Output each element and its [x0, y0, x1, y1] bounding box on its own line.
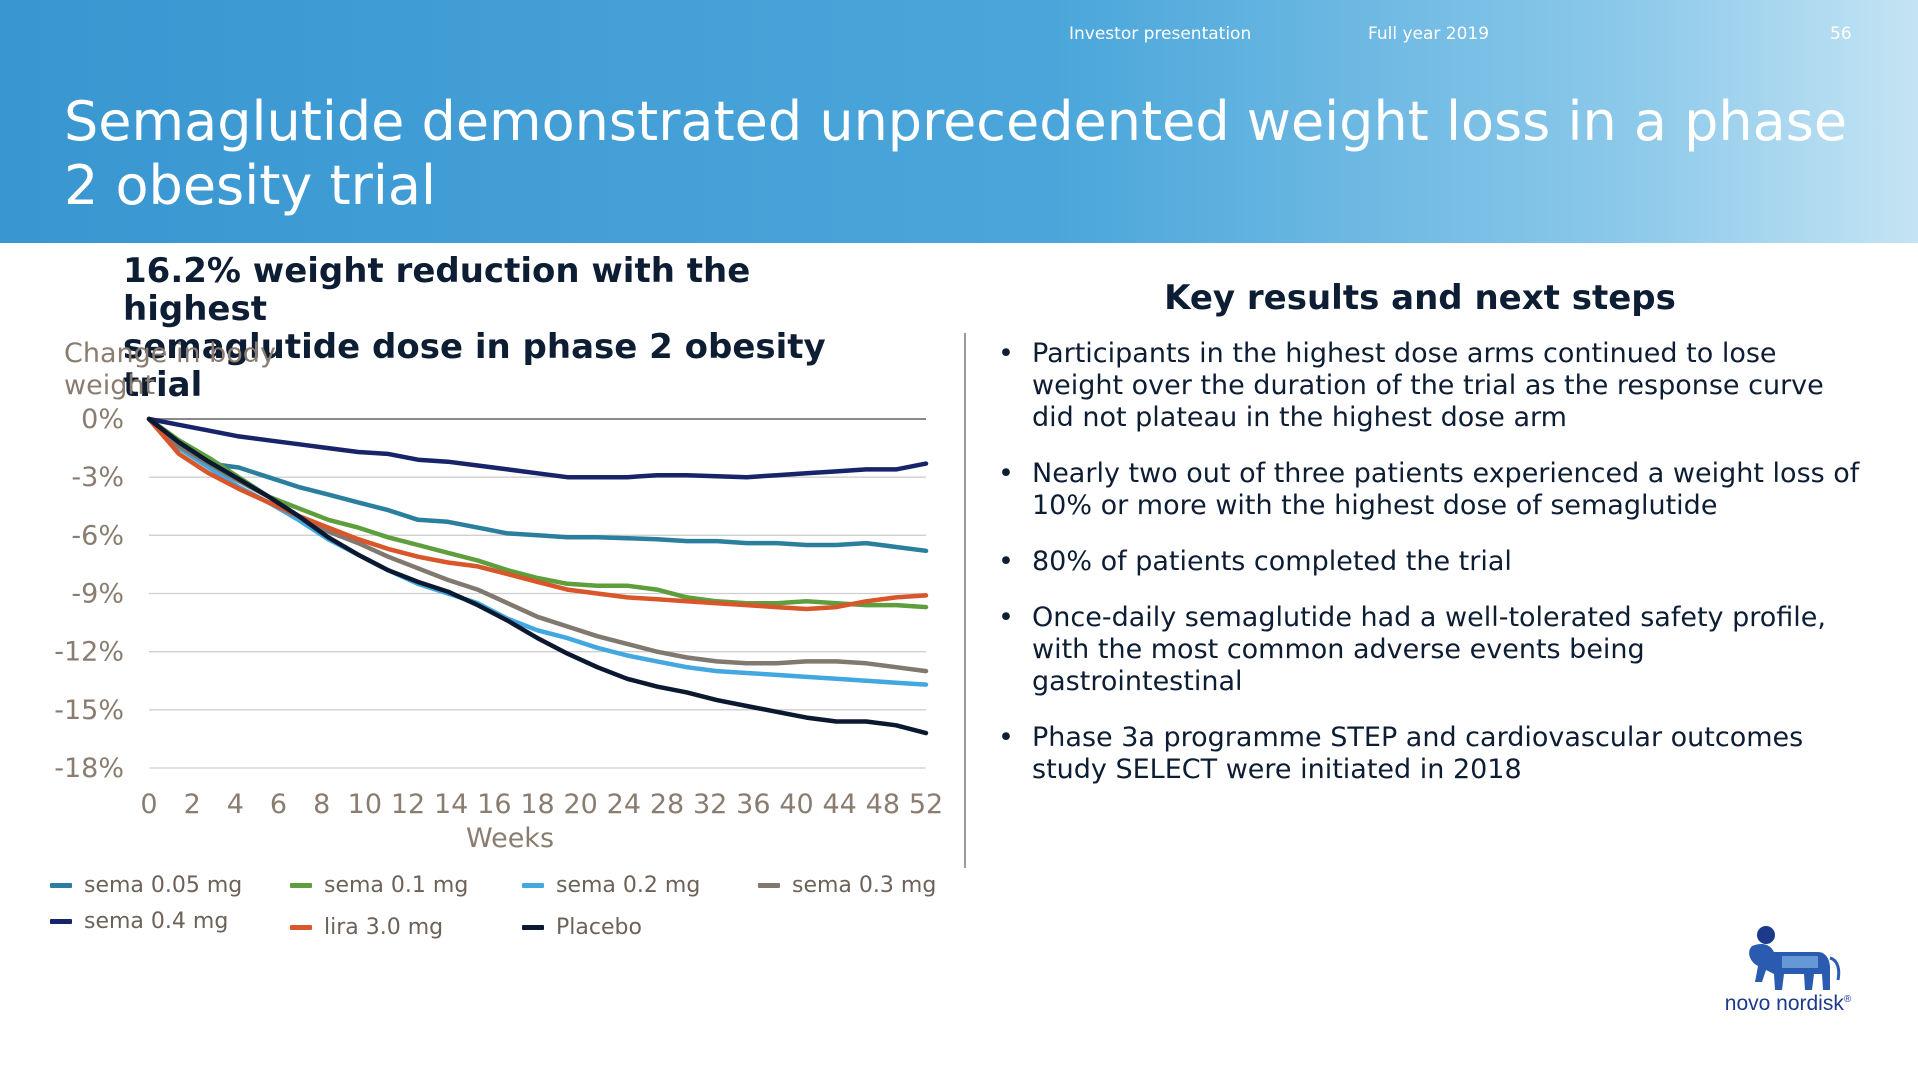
registered-mark: ®: [1843, 994, 1852, 1005]
y-axis-title-line-1: Change in body: [64, 338, 276, 369]
legend-label: sema 0.3 mg: [792, 873, 937, 898]
key-result-bullet: • 80% of patients completed the trial: [990, 546, 1890, 578]
y-tick-label: -6%: [71, 520, 124, 551]
legend-label: sema 0.1 mg: [324, 873, 469, 898]
y-axis-title-line-2: weight: [64, 370, 156, 401]
y-axis-title: Change in body weight: [64, 338, 324, 402]
bullet-line: 10% or more with the highest dose of sem…: [1032, 490, 1718, 521]
x-tick-label: 16: [477, 789, 511, 820]
y-tick-label: -9%: [71, 579, 124, 610]
legend-label: Placebo: [556, 915, 642, 940]
x-tick-label: 28: [650, 789, 684, 820]
results-title: Key results and next steps: [1164, 278, 1676, 318]
x-tick-label: 0: [140, 789, 157, 820]
bullet-line: Once-daily semaglutide had a well-tolera…: [1032, 602, 1826, 633]
series-line-placebo: [146, 416, 929, 736]
x-tick-label: 24: [607, 789, 641, 820]
key-results-list: • Participants in the highest dose arms c…: [990, 338, 1890, 786]
series-line-lira-3-0-mg: [146, 416, 929, 612]
bullet-line: did not plateau in the highest dose arm: [1032, 402, 1567, 433]
chart-title-line-2: semaglutide dose in phase 2 obesity tria…: [123, 327, 826, 405]
x-tick-label: 10: [348, 789, 382, 820]
chart-legend: sema 0.05 mg sema 0.1 mg sema 0.2 mg sema 0…: [50, 873, 970, 953]
bullet-dot: •: [998, 458, 1014, 489]
logo-wordmark: novo nordisk®: [1722, 992, 1854, 1016]
legend-item: Placebo: [522, 915, 642, 940]
bullet-line: gastrointestinal: [1032, 666, 1243, 697]
legend-label: sema 0.4 mg: [84, 909, 229, 934]
novo-nordisk-logo: novo nordisk®: [1722, 922, 1854, 1022]
legend-item: sema 0.4 mg: [50, 909, 228, 934]
weight-change-line-chart: 0%-3%-6%-9%-12%-15%-18%0 2 4 6 8 10 12 14 16 18 20…: [54, 404, 943, 820]
bullet-line: with the most common adverse events bein…: [1032, 634, 1645, 665]
legend-item: sema 0.05 mg: [50, 873, 242, 898]
x-tick-label: 52: [909, 789, 943, 820]
bullet-line: weight over the duration of the trial as…: [1032, 370, 1824, 401]
legend-item: sema 0.1 mg: [290, 873, 468, 898]
legend-swatch: [522, 925, 544, 930]
bullet-line: Participants in the highest dose arms co…: [1032, 338, 1777, 369]
y-tick-label: 0%: [81, 404, 124, 435]
legend-swatch: [50, 919, 72, 924]
series-line-sema-0-1-mg: [146, 416, 929, 610]
y-tick-label: -15%: [54, 695, 124, 726]
bullet-dot: •: [998, 338, 1014, 369]
bullet-line: 80% of patients completed the trial: [1032, 546, 1512, 577]
legend-swatch: [290, 883, 312, 888]
x-tick-label: 44: [822, 789, 856, 820]
slide-title: Semaglutide demonstrated unprecedented w…: [64, 90, 1848, 217]
header-banner: Investor presentation Full year 2019 56 …: [0, 0, 1918, 243]
x-tick-label: 48: [866, 789, 900, 820]
legend-item: lira 3.0 mg: [290, 915, 443, 940]
bullet-dot: •: [998, 602, 1014, 633]
legend-label: sema 0.2 mg: [556, 873, 701, 898]
key-result-bullet: • Participants in the highest dose arms c…: [990, 338, 1890, 434]
chart-title-line-1: 16.2% weight reduction with the highest: [123, 251, 751, 329]
series-line-sema-0-4-mg: [146, 416, 929, 480]
legend-label: lira 3.0 mg: [324, 915, 444, 940]
x-tick-label: 6: [270, 789, 287, 820]
bullet-line: Phase 3a programme STEP and cardiovascul…: [1032, 722, 1804, 753]
key-result-bullet: • Nearly two out of three patients experi…: [990, 458, 1890, 522]
legend-item: sema 0.3 mg: [758, 873, 936, 898]
bullet-dot: •: [998, 722, 1014, 753]
key-result-bullet: • Once-daily semaglutide had a well-toler…: [990, 602, 1890, 698]
legend-swatch: [522, 883, 544, 888]
y-tick-label: -12%: [54, 637, 124, 668]
x-tick-label: 18: [520, 789, 554, 820]
period-label: Full year 2019: [1368, 24, 1490, 44]
logo-text: novo nordisk: [1724, 992, 1844, 1015]
series-line-sema-0-2-mg: [146, 416, 929, 687]
x-axis-title: Weeks: [465, 823, 555, 854]
page-number: 56: [1830, 24, 1852, 44]
x-tick-label: 14: [434, 789, 468, 820]
presentation-label: Investor presentation: [1069, 24, 1252, 44]
y-tick-label: -3%: [71, 462, 124, 493]
x-tick-label: 8: [313, 789, 330, 820]
x-tick-label: 40: [779, 789, 813, 820]
panel-divider: [964, 333, 966, 868]
legend-item: sema 0.2 mg: [522, 873, 700, 898]
apis-bull-logo-icon: [1749, 926, 1841, 990]
x-tick-label: 2: [184, 789, 201, 820]
chart-title: 16.2% weight reduction with the highest …: [123, 252, 883, 404]
bullet-line: study SELECT were initiated in 2018: [1032, 754, 1522, 785]
x-tick-label: 12: [391, 789, 425, 820]
legend-swatch: [290, 925, 312, 930]
x-tick-label: 20: [563, 789, 597, 820]
x-tick-label: 4: [227, 789, 244, 820]
legend-label: sema 0.05 mg: [84, 873, 243, 898]
legend-swatch: [758, 883, 780, 888]
x-tick-label: 36: [736, 789, 770, 820]
bullet-dot: •: [998, 546, 1014, 577]
x-tick-label: 32: [693, 789, 727, 820]
y-tick-label: -18%: [54, 753, 124, 784]
key-result-bullet: • Phase 3a programme STEP and cardiovascu…: [990, 722, 1890, 786]
series-line-sema-0-05-mg: [146, 416, 929, 554]
legend-swatch: [50, 883, 72, 888]
bullet-line: Nearly two out of three patients experie…: [1032, 458, 1860, 489]
